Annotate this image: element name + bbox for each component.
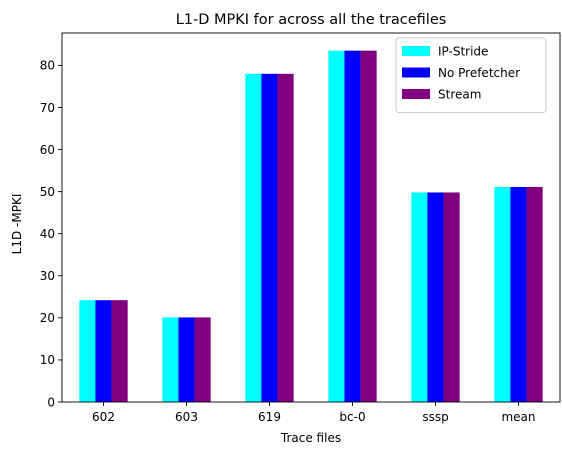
bars-layer [79, 50, 543, 403]
legend-swatch-no-prefetcher [402, 67, 430, 78]
y-tick-label: 60 [40, 143, 55, 157]
y-tick-label: 70 [40, 101, 55, 115]
y-axis-title: L1D -MPKI [10, 194, 24, 255]
bar-stream-602 [111, 300, 128, 402]
bar-ip-stride-602 [79, 300, 96, 402]
bar-ip-stride-mean [494, 186, 511, 402]
y-tick-label: 30 [40, 269, 55, 283]
x-tick-label: sssp [422, 410, 448, 424]
plot-frame [61, 32, 561, 403]
bar-no-prefetcher-sssp [427, 192, 444, 402]
x-tick-label: bc-0 [339, 410, 365, 424]
bar-ip-stride-sssp [411, 192, 428, 402]
y-tick-label: 0 [47, 395, 55, 409]
legend-label-ip-stride: IP-Stride [438, 45, 488, 59]
bar-no-prefetcher-602 [95, 300, 112, 402]
bar-stream-sssp [443, 192, 460, 402]
chart-title: L1-D MPKI for across all the tracefiles [176, 12, 447, 28]
y-tick-label: 20 [40, 311, 55, 325]
x-axis-title: Trace files [280, 431, 341, 445]
legend-swatch-stream [402, 89, 430, 99]
legend-swatch-ip-stride [402, 46, 430, 56]
bar-no-prefetcher-bc-0 [344, 50, 361, 403]
legend-label-stream: Stream [438, 88, 481, 102]
x-tick-label: 603 [175, 410, 198, 424]
bar-stream-603 [194, 317, 211, 402]
x-tick-label: 602 [92, 410, 115, 424]
bar-no-prefetcher-mean [510, 186, 527, 402]
bar-stream-bc-0 [360, 50, 377, 403]
x-tick-label: mean [501, 410, 535, 424]
bar-ip-stride-bc-0 [328, 50, 345, 403]
y-tick-label: 50 [40, 185, 55, 199]
x-tick-label: 619 [258, 410, 281, 424]
bar-stream-mean [526, 186, 543, 402]
bar-no-prefetcher-603 [178, 317, 195, 402]
y-tick-label: 10 [40, 353, 55, 367]
bar-no-prefetcher-619 [261, 73, 278, 403]
bar-ip-stride-603 [162, 317, 179, 402]
y-tick-label: 80 [40, 59, 55, 73]
axes-layer: 0 10 20 30 40 50 60 70 80 602 603 619 bc-0 sssp mean [40, 32, 561, 424]
bar-ip-stride-619 [245, 73, 262, 403]
legend-box [395, 37, 547, 113]
legend-label-no-prefetcher: No Prefetcher [438, 66, 520, 80]
legend: IP-Stride No Prefetcher Stream [395, 37, 547, 113]
bar-stream-619 [277, 73, 294, 403]
y-tick-label: 40 [40, 227, 55, 241]
